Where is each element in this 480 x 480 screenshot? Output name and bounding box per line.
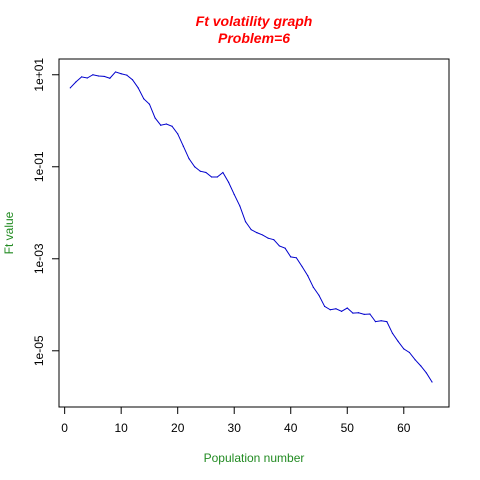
- data-point: [154, 117, 156, 119]
- data-point: [222, 171, 224, 174]
- y-axis: 1e+01 1e-01 1e-03 1e-05: [32, 58, 60, 366]
- data-point: [324, 305, 326, 308]
- data-point: [188, 158, 190, 160]
- data-point: [103, 75, 105, 78]
- data-point: [386, 321, 388, 323]
- data-point: [211, 176, 213, 178]
- data-point: [431, 381, 433, 383]
- data-point: [380, 320, 382, 322]
- x-axis-label: Population number: [204, 451, 305, 465]
- x-tick-label: 40: [284, 421, 298, 435]
- data-point: [425, 372, 427, 374]
- y-tick-label: 1e+01: [32, 58, 46, 92]
- data-point: [148, 103, 151, 105]
- data-point: [165, 123, 167, 125]
- data-point: [126, 74, 128, 76]
- y-tick-label: 1e-03: [32, 243, 46, 274]
- data-point: [227, 181, 230, 183]
- ft-series-points: [69, 71, 433, 383]
- chart-title: Ft volatility graph: [196, 13, 313, 29]
- data-point: [250, 229, 252, 231]
- data-point: [301, 265, 303, 268]
- data-point: [194, 166, 196, 168]
- data-point: [290, 256, 292, 258]
- data-point: [352, 312, 354, 314]
- data-point: [329, 309, 331, 311]
- plot-frame: [58, 58, 450, 408]
- data-point: [414, 359, 416, 361]
- data-point: [177, 133, 179, 135]
- y-tick-label: 1e-05: [32, 335, 46, 366]
- data-point: [160, 124, 162, 126]
- data-point: [182, 145, 184, 147]
- data-point: [335, 308, 337, 310]
- data-point: [318, 294, 320, 296]
- data-point: [86, 77, 88, 79]
- x-axis: 0 10 20 30 40 50 60: [61, 406, 411, 435]
- data-point: [120, 73, 122, 75]
- data-point: [403, 348, 405, 350]
- y-axis-label: Ft value: [2, 211, 16, 254]
- data-point: [369, 313, 371, 315]
- x-tick-label: 60: [397, 421, 411, 435]
- x-tick-label: 30: [228, 421, 242, 435]
- data-point: [341, 310, 343, 312]
- data-point: [239, 205, 241, 207]
- data-point: [363, 313, 365, 315]
- data-point: [137, 87, 139, 89]
- data-point: [114, 71, 117, 73]
- y-tick-label: 1e-01: [32, 151, 46, 182]
- chart-subtitle: Problem=6: [218, 30, 290, 46]
- data-point: [69, 87, 71, 89]
- data-point: [216, 176, 218, 178]
- data-point: [233, 193, 235, 196]
- ft-series-line: [69, 71, 433, 383]
- data-point: [295, 257, 297, 259]
- data-point: [284, 247, 286, 249]
- data-point: [92, 74, 94, 76]
- data-point: [171, 125, 173, 127]
- data-point: [256, 232, 258, 234]
- data-point: [391, 332, 394, 334]
- data-point: [278, 245, 281, 247]
- data-point: [244, 221, 247, 223]
- data-point: [408, 351, 411, 354]
- x-tick-label: 20: [171, 421, 185, 435]
- data-point: [81, 76, 83, 78]
- data-point: [397, 340, 399, 342]
- data-point: [312, 286, 314, 288]
- data-point: [267, 237, 269, 239]
- data-point: [109, 77, 111, 79]
- x-tick-label: 0: [61, 421, 68, 435]
- data-point: [261, 234, 264, 236]
- x-tick-label: 50: [341, 421, 355, 435]
- data-point: [143, 98, 145, 100]
- x-tick-label: 10: [114, 421, 128, 435]
- data-point: [346, 307, 348, 309]
- data-point: [131, 79, 134, 81]
- data-point: [75, 81, 77, 83]
- data-point: [97, 75, 100, 77]
- data-point: [420, 365, 422, 367]
- data-point: [205, 171, 207, 174]
- data-point: [307, 275, 309, 277]
- data-point: [374, 321, 377, 323]
- data-point: [273, 239, 275, 241]
- data-point: [199, 170, 201, 172]
- data-point: [357, 312, 360, 314]
